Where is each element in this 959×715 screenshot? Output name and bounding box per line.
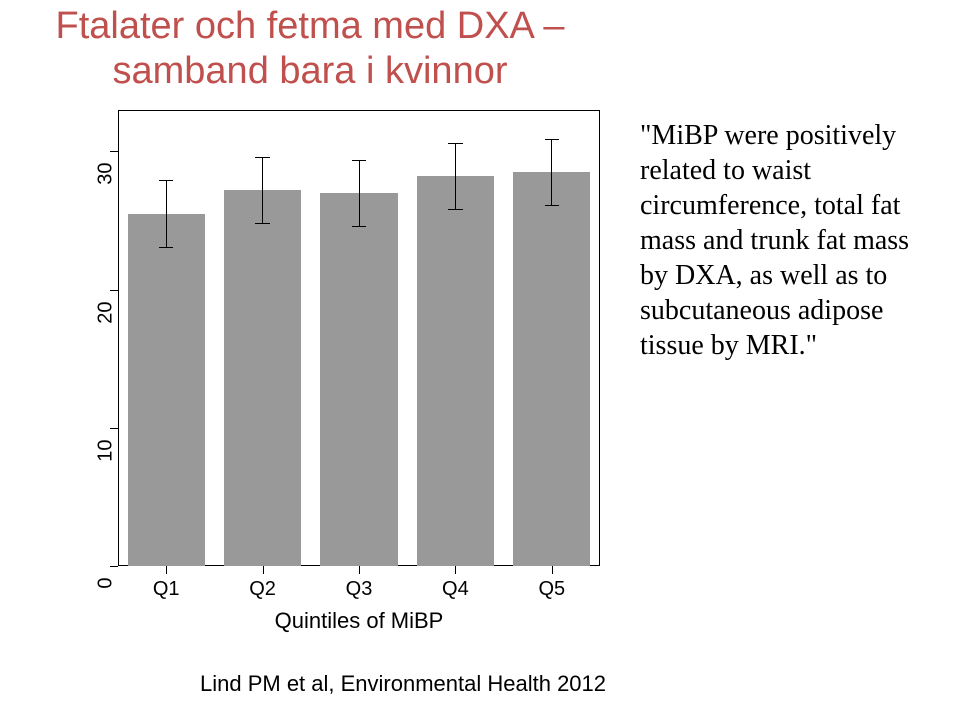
x-tick — [359, 566, 360, 574]
y-tick — [110, 428, 118, 429]
error-cap — [545, 205, 559, 206]
bar — [224, 190, 301, 566]
y-tick-label: 20 — [95, 301, 118, 341]
error-cap — [255, 157, 269, 158]
error-bar — [359, 160, 360, 226]
x-tick-label: Q2 — [249, 578, 276, 601]
error-cap — [159, 180, 173, 181]
x-tick-label: Q3 — [346, 578, 373, 601]
error-cap — [352, 160, 366, 161]
slide: Ftalater och fetma med DXA – samband bar… — [0, 0, 959, 715]
error-cap — [448, 209, 462, 210]
bar — [417, 176, 494, 566]
error-bar — [166, 180, 167, 246]
y-tick-label: 30 — [95, 163, 118, 203]
y-tick — [110, 290, 118, 291]
error-cap — [255, 223, 269, 224]
error-cap — [159, 247, 173, 248]
bar — [320, 193, 397, 566]
error-cap — [545, 139, 559, 140]
slide-title: Ftalater och fetma med DXA – samband bar… — [0, 4, 620, 94]
body-quote: "MiBP were positively related to waist c… — [640, 118, 940, 363]
y-tick-label: 10 — [95, 439, 118, 479]
citation: Lind PM et al, Environmental Health 2012 — [200, 671, 606, 697]
title-line-1: Ftalater och fetma med DXA – — [55, 5, 564, 47]
y-tick — [110, 566, 118, 567]
x-tick — [455, 566, 456, 574]
x-tick — [263, 566, 264, 574]
error-cap — [448, 143, 462, 144]
x-tick-label: Q1 — [153, 578, 180, 601]
error-bar — [455, 143, 456, 209]
error-bar — [262, 157, 263, 223]
title-line-2: samband bara i kvinnor — [113, 50, 508, 92]
bar — [513, 172, 590, 566]
error-bar — [551, 139, 552, 205]
x-tick-label: Q4 — [442, 578, 469, 601]
y-tick — [110, 151, 118, 152]
x-tick — [552, 566, 553, 574]
bar — [128, 214, 205, 566]
y-tick-label: 0 — [95, 578, 118, 618]
bars-layer — [118, 110, 600, 566]
x-tick — [166, 566, 167, 574]
bar-chart: 0102030 Q1Q2Q3Q4Q5 Quintiles of MiBP — [70, 110, 600, 596]
error-cap — [352, 226, 366, 227]
x-tick-label: Q5 — [538, 578, 565, 601]
x-axis-label: Quintiles of MiBP — [269, 608, 449, 634]
